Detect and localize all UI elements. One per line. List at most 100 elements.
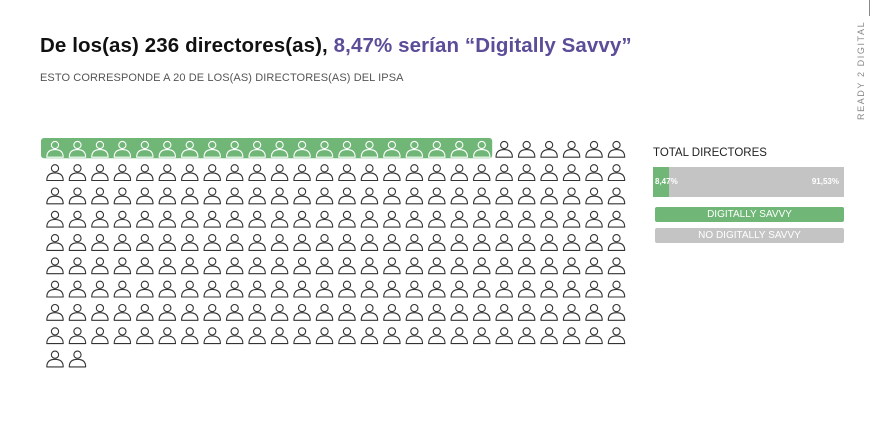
person-icon-no-digitally-savvy (517, 164, 536, 182)
person-icon-no-digitally-savvy (113, 327, 132, 345)
bar-label-not-savvy-percent: 91,53% (811, 177, 839, 186)
person-icon-no-digitally-savvy (270, 187, 289, 205)
person-icon-no-digitally-savvy (225, 327, 244, 345)
person-icon-no-digitally-savvy (517, 140, 536, 158)
person-icon-no-digitally-savvy (225, 210, 244, 228)
person-icon-no-digitally-savvy (113, 210, 132, 228)
person-icon-no-digitally-savvy (360, 303, 379, 321)
person-icon-no-digitally-savvy (113, 280, 132, 298)
person-icon-no-digitally-savvy (450, 187, 469, 205)
person-icon-no-digitally-savvy (46, 164, 64, 182)
person-icon-no-digitally-savvy (562, 210, 581, 228)
person-icon-no-digitally-savvy (517, 234, 536, 251)
person-icon-no-digitally-savvy (68, 164, 87, 182)
person-icon-no-digitally-savvy (585, 140, 603, 158)
person-icon-no-digitally-savvy (68, 327, 87, 345)
person-icon-no-digitally-savvy (338, 210, 356, 228)
person-icon-digitally-savvy (113, 140, 132, 158)
person-icon-no-digitally-savvy (68, 210, 87, 228)
person-icon-no-digitally-savvy (293, 327, 311, 345)
person-icon-no-digitally-savvy (46, 187, 64, 205)
person-icon-no-digitally-savvy (472, 164, 491, 182)
person-icon-no-digitally-savvy (113, 234, 132, 251)
person-icon-no-digitally-savvy (472, 234, 491, 251)
person-icon-no-digitally-savvy (562, 303, 581, 321)
person-icon-no-digitally-savvy (383, 257, 401, 275)
person-icon-no-digitally-savvy (495, 164, 513, 182)
person-icon-no-digitally-savvy (562, 280, 581, 298)
person-icon-digitally-savvy (270, 140, 289, 158)
person-icon-no-digitally-savvy (383, 234, 401, 251)
person-icon-no-digitally-savvy (315, 257, 334, 275)
person-icon-no-digitally-savvy (562, 140, 581, 158)
person-icon-no-digitally-savvy (405, 327, 424, 345)
person-icon-no-digitally-savvy (293, 280, 311, 298)
person-icon-no-digitally-savvy (540, 234, 558, 251)
person-icon-digitally-savvy (248, 140, 266, 158)
person-icon-no-digitally-savvy (540, 187, 558, 205)
person-icon-no-digitally-savvy (338, 280, 356, 298)
person-icon-no-digitally-savvy (225, 257, 244, 275)
person-icon-no-digitally-savvy (405, 257, 424, 275)
person-icon-no-digitally-savvy (607, 257, 626, 275)
chart-title: De los(as) 236 directores(as), 8,47% ser… (40, 34, 632, 58)
person-icon-no-digitally-savvy (248, 164, 266, 182)
person-icon-no-digitally-savvy (383, 210, 401, 228)
chart-subtitle: ESTO CORRESPONDE A 20 DE LOS(AS) DIRECTO… (40, 72, 404, 84)
person-icon-no-digitally-savvy (181, 164, 199, 182)
person-icon-no-digitally-savvy (338, 303, 356, 321)
person-icon-digitally-savvy (293, 140, 311, 158)
person-icon-no-digitally-savvy (562, 234, 581, 251)
person-icon-no-digitally-savvy (360, 280, 379, 298)
person-icon-no-digitally-savvy (360, 257, 379, 275)
person-icon-no-digitally-savvy (495, 187, 513, 205)
person-icon-no-digitally-savvy (136, 187, 154, 205)
title-accent: 8,47% serían “Digitally Savvy” (333, 34, 632, 57)
person-icon-no-digitally-savvy (405, 303, 424, 321)
brand-divider-line (869, 0, 870, 16)
person-icon-no-digitally-savvy (607, 210, 626, 228)
person-icon-no-digitally-savvy (203, 280, 221, 298)
person-icon-no-digitally-savvy (495, 257, 513, 275)
person-icon-no-digitally-savvy (607, 187, 626, 205)
person-icon-no-digitally-savvy (472, 280, 491, 298)
person-icon-no-digitally-savvy (225, 187, 244, 205)
person-icon-no-digitally-savvy (46, 257, 64, 275)
person-icon-no-digitally-savvy (68, 350, 87, 368)
person-icon-no-digitally-savvy (585, 164, 603, 182)
person-icon-no-digitally-savvy (562, 257, 581, 275)
person-icon-no-digitally-savvy (46, 280, 64, 298)
person-icon-digitally-savvy (360, 140, 379, 158)
person-icon-no-digitally-savvy (540, 327, 558, 345)
person-icon-no-digitally-savvy (338, 187, 356, 205)
person-icon-digitally-savvy (68, 140, 87, 158)
person-icon-no-digitally-savvy (517, 327, 536, 345)
person-icon-no-digitally-savvy (270, 210, 289, 228)
person-icon-no-digitally-savvy (540, 140, 558, 158)
person-icon-no-digitally-savvy (607, 164, 626, 182)
person-icon-no-digitally-savvy (428, 210, 446, 228)
person-icon-no-digitally-savvy (181, 257, 199, 275)
person-icon-no-digitally-savvy (158, 280, 177, 298)
person-icon-no-digitally-savvy (293, 164, 311, 182)
person-icon-no-digitally-savvy (540, 210, 558, 228)
total-stacked-bar: 8,47% 91,53% (653, 167, 844, 197)
person-icon-digitally-savvy (158, 140, 177, 158)
person-icon-no-digitally-savvy (203, 327, 221, 345)
person-icon-no-digitally-savvy (428, 280, 446, 298)
person-icon-digitally-savvy (405, 140, 424, 158)
person-icon-no-digitally-savvy (315, 280, 334, 298)
person-icon-no-digitally-savvy (91, 303, 109, 321)
person-icon-no-digitally-savvy (405, 280, 424, 298)
person-icon-no-digitally-savvy (270, 303, 289, 321)
person-icon-no-digitally-savvy (46, 234, 64, 251)
person-icon-no-digitally-savvy (293, 210, 311, 228)
person-icon-no-digitally-savvy (68, 303, 87, 321)
person-icon-no-digitally-savvy (181, 280, 199, 298)
person-icon-no-digitally-savvy (113, 187, 132, 205)
person-icon-no-digitally-savvy (315, 164, 334, 182)
person-icon-digitally-savvy (428, 140, 446, 158)
title-main: De los(as) 236 directores(as), (40, 34, 328, 57)
legend-item-digitally-savvy: DIGITALLY SAVVY (655, 207, 844, 222)
person-icon-no-digitally-savvy (383, 280, 401, 298)
